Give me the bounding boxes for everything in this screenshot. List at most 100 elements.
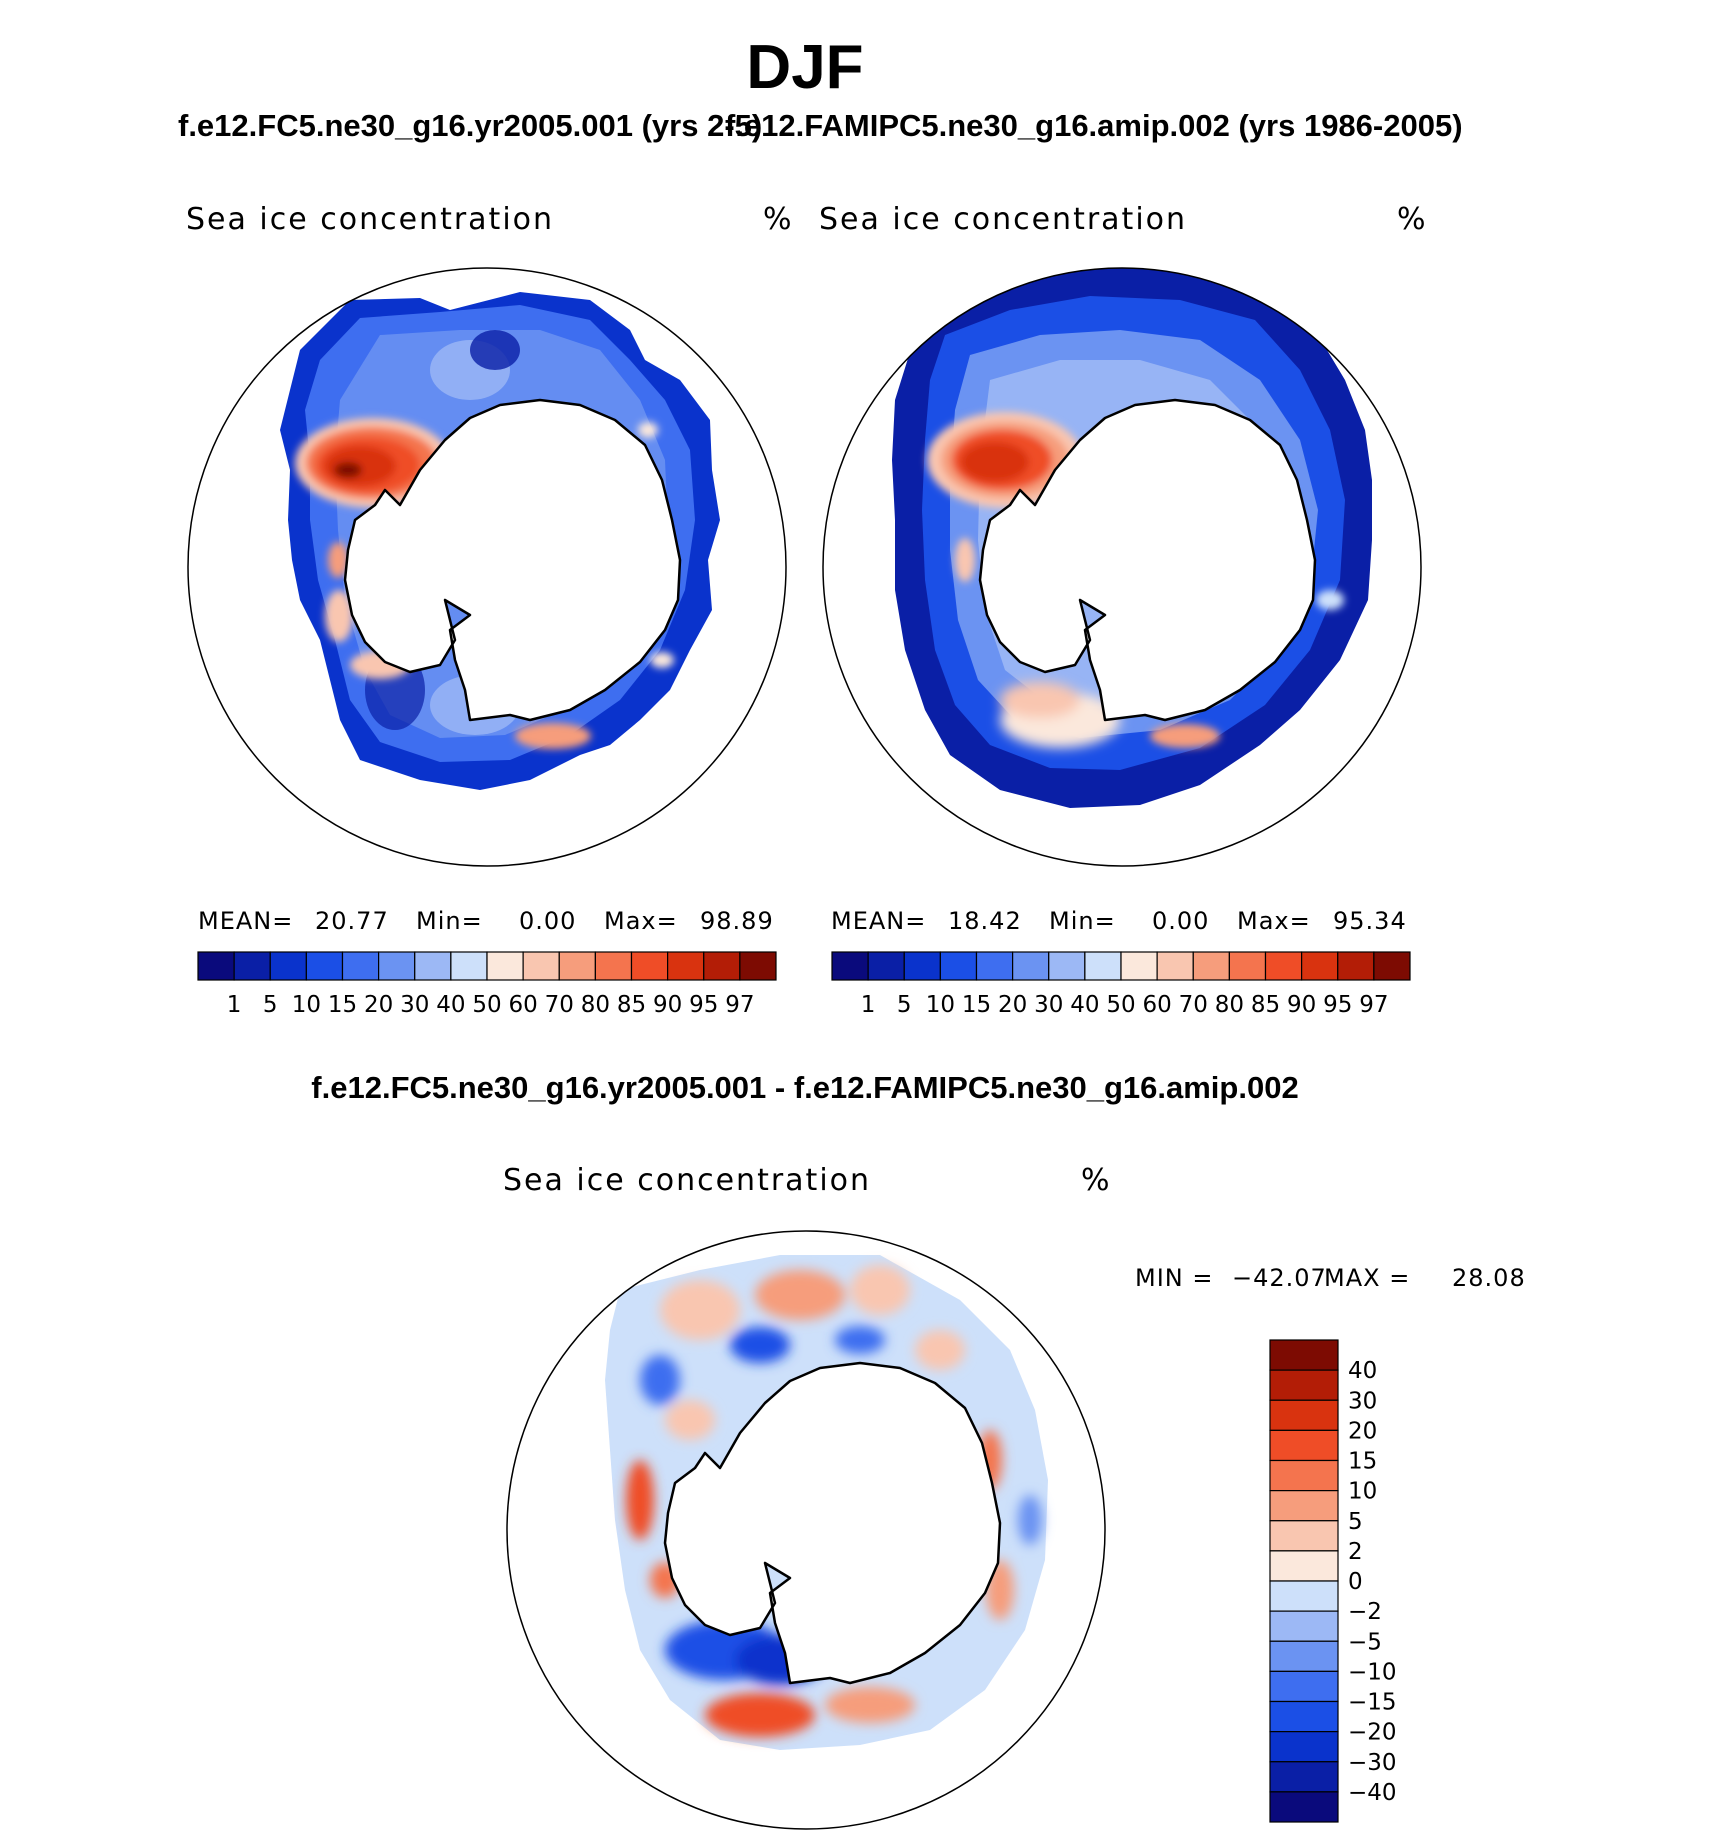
colorbar-diff-swatch [1269,1520,1339,1552]
colorbar-1-tick-label: 1 [227,992,242,1018]
colorbar-1-tick-label: 95 [689,992,718,1018]
colorbar-2-tick-label: 95 [1323,992,1352,1018]
colorbar-diff-tick-label: −2 [1348,1599,1382,1625]
map-boundary-diff [506,1230,1106,1830]
colorbar-2-tick-label: 1 [861,992,876,1018]
colorbar-diff-swatch [1269,1731,1339,1763]
diff-variable-label: Sea ice concentration [503,1163,872,1198]
colorbar-diff-swatch [1269,1610,1339,1642]
panel2-units: % [1397,202,1426,237]
colorbar-2-swatch [831,951,869,981]
colorbar-2-tick-label: 80 [1215,992,1244,1018]
colorbar-2-tick-label: 20 [998,992,1027,1018]
colorbar-1-tick-label: 90 [653,992,682,1018]
colorbar-1-swatch [269,951,307,981]
map-panel-1 [187,267,787,867]
colorbar-diff-tick-label: 5 [1348,1509,1363,1535]
colorbar-2-swatch [1264,951,1303,981]
colorbar-2-swatch [975,951,1014,981]
colorbar-diff-tick-label: 0 [1348,1569,1363,1595]
colorbar-diff-swatch [1269,1670,1339,1703]
colorbar-1-swatch [594,951,633,981]
panel1-mean-label: MEAN= [198,907,294,935]
panel2-min-value: 0.00 [1152,907,1210,935]
colorbar-diff-swatch [1269,1550,1339,1582]
diff-max-value: 28.08 [1452,1264,1526,1292]
colorbar-2-swatch [1192,951,1230,981]
panel1-min-label: Min= [416,907,483,935]
colorbar-1-swatch [414,951,452,981]
colorbar-1-tick-label: 80 [581,992,610,1018]
colorbar-1-swatch [522,951,560,981]
colorbar-2: 1 5 10 15 20 30 40 50 60 70 80 85 90 95 97 [831,951,1411,1018]
colorbar-1-tick-label: 5 [263,992,278,1018]
colorbar-diff-swatch [1269,1490,1339,1522]
colorbar-2-tick-label: 85 [1251,992,1280,1018]
map-boundary-2 [822,267,1422,867]
colorbar-1-swatch [667,951,705,981]
colorbar-2-swatch [1337,951,1375,981]
colorbar-1-tick-label: 10 [292,992,321,1018]
panel2-mean-label: MEAN= [831,907,927,935]
panel1-max-label: Max= [604,907,678,935]
colorbar-diff-tick-label: 40 [1348,1358,1377,1384]
colorbar-1-swatch [378,951,416,981]
panel2-max-value: 95.34 [1333,907,1407,935]
colorbar-diff-swatch [1269,1459,1339,1492]
diff-min-label: MIN = [1135,1264,1214,1292]
colorbar-diff-swatch [1269,1580,1339,1612]
colorbar-2-swatch [903,951,941,981]
colorbar-1-tick-label: 60 [508,992,537,1018]
diff-title: f.e12.FC5.ne30_g16.yr2005.001 - f.e12.FA… [311,1070,1299,1105]
map-panel-diff [506,1230,1106,1830]
colorbar-diff-swatch [1269,1429,1339,1462]
colorbar-1-tick-label: 50 [472,992,501,1018]
panel1-mean-value: 20.77 [315,907,389,935]
map-panel-2 [822,267,1422,867]
colorbar-1-tick-label: 97 [725,992,754,1018]
colorbar-2-swatch [1048,951,1086,981]
colorbar-2-swatch [1012,951,1050,981]
diff-max-label: MAX = [1324,1264,1411,1292]
panel2-min-label: Min= [1049,907,1116,935]
panel2-max-label: Max= [1237,907,1311,935]
panel1-variable-label: Sea ice concentration [186,202,555,237]
colorbar-2-tick-label: 30 [1034,992,1063,1018]
panel1-min-value: 0.00 [519,907,577,935]
panel1-units: % [763,202,792,237]
colorbar-2-swatch [939,951,978,981]
colorbar-1-tick-label: 30 [400,992,429,1018]
colorbar-2-swatch [867,951,905,981]
colorbar-1: 1 5 10 15 20 30 40 50 60 70 80 85 90 95 97 [197,951,777,1018]
colorbar-diff-tick-label: 15 [1348,1449,1377,1475]
colorbar-1-tick-label: 15 [328,992,357,1018]
colorbar-1-swatch [558,951,596,981]
case-title-left: f.e12.FC5.ne30_g16.yr2005.001 (yrs 2-5) [178,108,763,143]
colorbar-diff-swatch [1269,1791,1339,1823]
colorbar-diff-tick-label: −20 [1348,1720,1397,1746]
colorbar-2-tick-label: 15 [962,992,991,1018]
colorbar-diff-tick-label: −15 [1348,1690,1397,1716]
colorbar-diff-tick-label: 2 [1348,1539,1363,1565]
colorbar-diff-swatch [1269,1399,1339,1431]
case-title-right: f.e12.FAMIPC5.ne30_g16.amip.002 (yrs 198… [725,108,1463,143]
colorbar-1-tick-label: 20 [364,992,393,1018]
colorbar-2-tick-label: 40 [1070,992,1099,1018]
colorbar-1-swatch [486,951,524,981]
panel2-mean-value: 18.42 [948,907,1022,935]
colorbar-2-tick-label: 10 [926,992,955,1018]
colorbar-diff-tick-label: −40 [1348,1780,1397,1806]
colorbar-2-swatch [1084,951,1122,981]
colorbar-diff-tick-label: −10 [1348,1659,1397,1685]
map-boundary-1 [187,267,787,867]
colorbar-1-swatch [630,951,669,981]
colorbar-1-tick-label: 40 [436,992,465,1018]
colorbar-1-swatch [450,951,488,981]
colorbar-diff-swatch [1269,1369,1339,1401]
diff-min-value: −42.07 [1232,1264,1327,1292]
colorbar-diff-swatch [1269,1339,1339,1371]
colorbar-2-tick-label: 50 [1106,992,1135,1018]
colorbar-1-swatch [703,951,741,981]
